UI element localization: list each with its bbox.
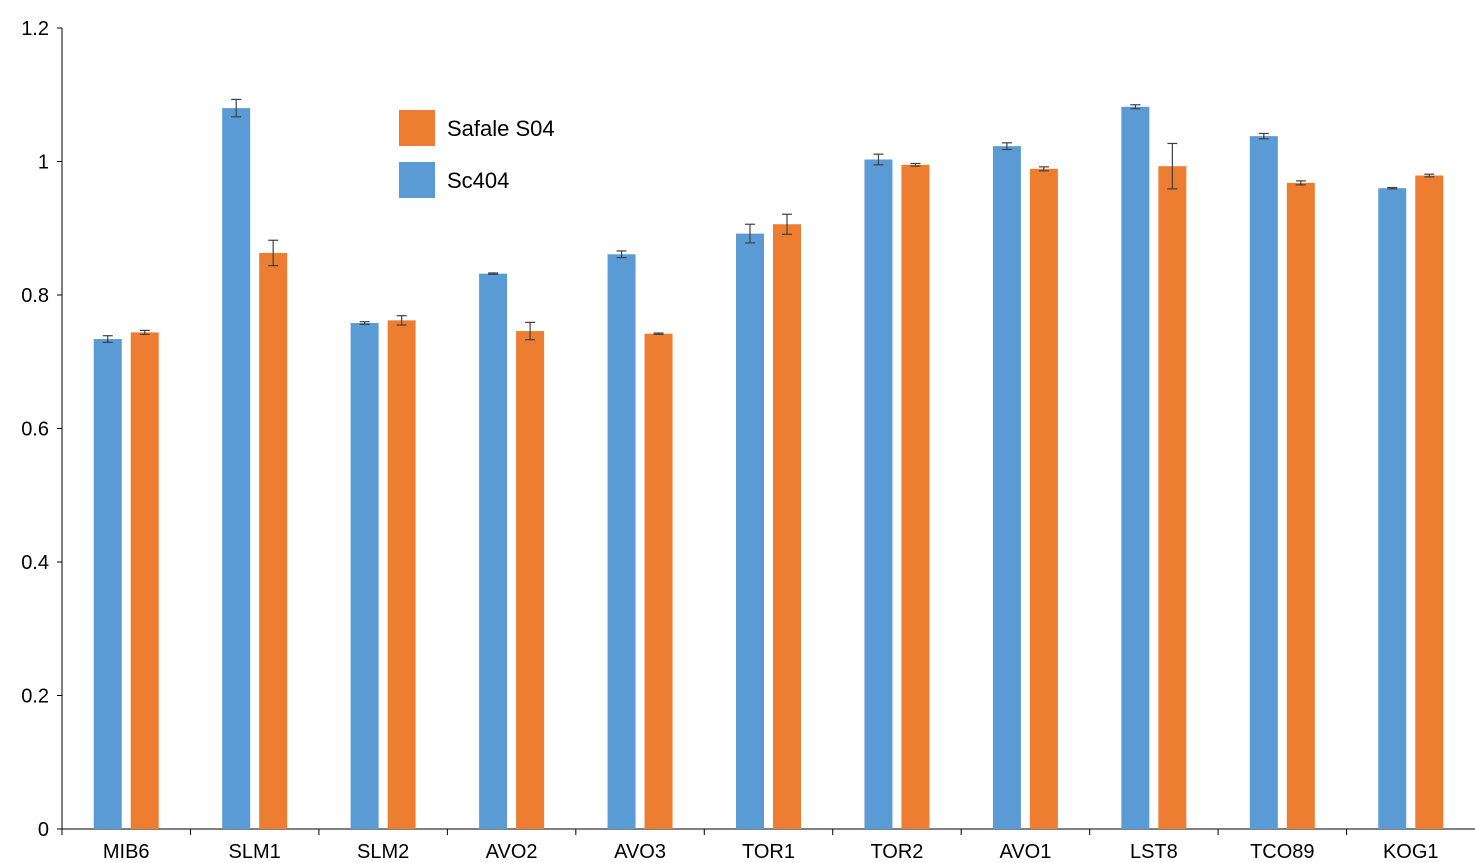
bar-safale-s04-avo3 (644, 333, 673, 829)
x-tick-label: SLM1 (229, 841, 281, 863)
bar-safale-s04-tor2 (901, 164, 930, 829)
bar-sc404-tor2 (864, 159, 893, 829)
bar-sc404-lst8 (1121, 106, 1150, 829)
bar-sc404-tco89 (1249, 136, 1278, 829)
legend-label: Sc404 (447, 168, 509, 193)
x-tick-label: AVO1 (999, 841, 1051, 863)
y-tick-label: 1 (38, 152, 49, 174)
x-tick-label: AVO3 (614, 841, 666, 863)
x-tick-label: KOG1 (1383, 841, 1439, 863)
bar-safale-s04-kog1 (1415, 175, 1444, 829)
bar-sc404-avo3 (607, 254, 636, 830)
x-tick-label: LST8 (1130, 841, 1178, 863)
bar-safale-s04-tor1 (773, 224, 801, 829)
bar-sc404-slm1 (222, 108, 251, 830)
bar-sc404-tor1 (736, 233, 764, 830)
bar-safale-s04-slm1 (259, 252, 288, 829)
bar-safale-s04-tco89 (1286, 182, 1315, 830)
bar-safale-s04-mib6 (130, 332, 159, 829)
bar-sc404-avo2 (479, 273, 508, 829)
bar-sc404-slm2 (350, 323, 379, 829)
bar-safale-s04-slm2 (387, 320, 416, 829)
y-tick-label: 0.2 (21, 686, 49, 708)
x-tick-label: SLM2 (357, 841, 409, 863)
legend-swatch-safale-s04 (399, 110, 435, 146)
x-axis: MIB6 SLM1 SLM2 AVO2 AVO3 TOR1 TOR2 AVO1 LST8 TCO8… (61, 828, 1475, 863)
y-tick-label: 0.8 (21, 285, 49, 307)
x-tick-label: TOR1 (742, 841, 795, 863)
x-tick-label: AVO2 (486, 841, 538, 863)
bar-sc404-kog1 (1378, 188, 1407, 829)
bar-sc404-mib6 (93, 339, 122, 829)
y-tick-label: 0.6 (21, 419, 49, 441)
legend-swatch-sc404 (399, 162, 435, 198)
y-tick-label: 1.2 (21, 18, 49, 40)
x-tick-label: TOR2 (870, 841, 923, 863)
bar-safale-s04-lst8 (1158, 166, 1187, 830)
y-tick-label: 0 (38, 819, 49, 841)
y-axis: 0 0.2 0.4 0.6 0.8 1 1.2 (21, 18, 63, 841)
legend: Safale S04 Sc404 (399, 110, 555, 198)
bar-sc404-avo1 (992, 146, 1021, 829)
x-tick-label: TCO89 (1250, 841, 1314, 863)
legend-label: Safale S04 (447, 116, 555, 141)
bar-safale-s04-avo2 (516, 331, 545, 829)
bar-safale-s04-avo1 (1029, 168, 1058, 829)
y-tick-label: 0.4 (21, 552, 49, 574)
x-tick-label: MIB6 (103, 841, 150, 863)
bars (93, 98, 1444, 830)
